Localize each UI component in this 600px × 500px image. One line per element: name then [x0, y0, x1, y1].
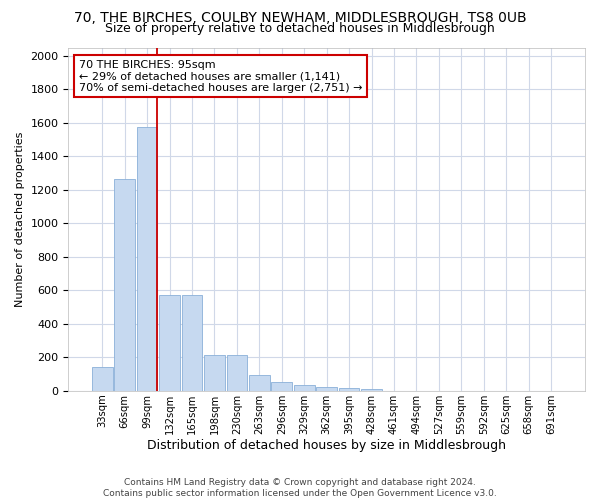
Y-axis label: Number of detached properties: Number of detached properties — [15, 132, 25, 307]
Text: Size of property relative to detached houses in Middlesbrough: Size of property relative to detached ho… — [105, 22, 495, 35]
Bar — [92, 368, 113, 391]
Bar — [227, 355, 247, 391]
Text: 70 THE BIRCHES: 95sqm
← 29% of detached houses are smaller (1,141)
70% of semi-d: 70 THE BIRCHES: 95sqm ← 29% of detached … — [79, 60, 362, 92]
Text: 70, THE BIRCHES, COULBY NEWHAM, MIDDLESBROUGH, TS8 0UB: 70, THE BIRCHES, COULBY NEWHAM, MIDDLESB… — [74, 11, 526, 25]
Bar — [249, 375, 269, 391]
Bar — [271, 382, 292, 391]
Bar — [182, 296, 202, 391]
X-axis label: Distribution of detached houses by size in Middlesbrough: Distribution of detached houses by size … — [147, 440, 506, 452]
Bar — [361, 389, 382, 391]
Bar — [115, 179, 135, 391]
Bar — [339, 388, 359, 391]
Bar — [316, 388, 337, 391]
Bar — [159, 296, 180, 391]
Bar — [137, 127, 157, 391]
Bar — [204, 355, 225, 391]
Bar — [294, 385, 314, 391]
Text: Contains HM Land Registry data © Crown copyright and database right 2024.
Contai: Contains HM Land Registry data © Crown c… — [103, 478, 497, 498]
